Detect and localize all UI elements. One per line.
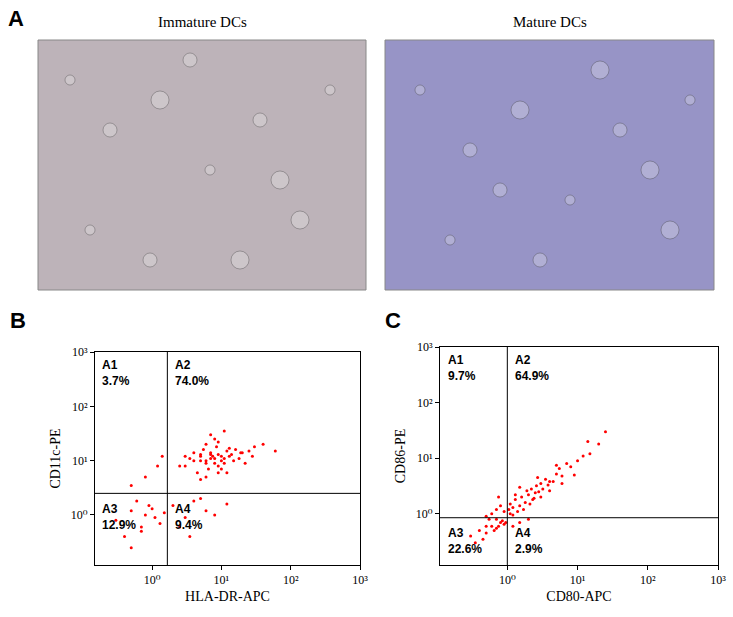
svg-text:CD80-APC: CD80-APC [546, 589, 611, 604]
svg-text:10²: 10² [72, 400, 88, 414]
svg-text:10¹: 10¹ [72, 454, 88, 468]
svg-text:10³: 10³ [352, 573, 368, 587]
svg-text:10³: 10³ [72, 345, 88, 359]
svg-text:A312.9%: A312.9% [102, 502, 136, 532]
svg-text:10¹: 10¹ [214, 573, 230, 587]
svg-text:A42.9%: A42.9% [515, 526, 543, 556]
svg-text:10²: 10² [640, 573, 656, 587]
svg-text:CD86-PE: CD86-PE [393, 429, 408, 483]
svg-text:HLA-DR-APC: HLA-DR-APC [185, 589, 270, 604]
svg-text:A264.9%: A264.9% [515, 353, 549, 383]
svg-text:10⁰: 10⁰ [416, 507, 433, 521]
svg-text:A13.7%: A13.7% [102, 358, 130, 388]
svg-text:B: B [10, 308, 26, 333]
svg-text:A322.6%: A322.6% [448, 526, 482, 556]
svg-text:A: A [8, 6, 24, 31]
svg-text:10¹: 10¹ [570, 573, 586, 587]
svg-text:10²: 10² [417, 396, 433, 410]
svg-text:10⁰: 10⁰ [144, 573, 161, 587]
svg-text:CD11c-PE: CD11c-PE [48, 428, 63, 488]
svg-text:10¹: 10¹ [417, 451, 433, 465]
svg-text:A49.4%: A49.4% [175, 502, 203, 532]
svg-text:A19.7%: A19.7% [448, 353, 476, 383]
svg-text:10²: 10² [283, 573, 299, 587]
svg-text:10⁰: 10⁰ [499, 573, 516, 587]
svg-text:A274.0%: A274.0% [175, 358, 209, 388]
svg-text:10³: 10³ [417, 340, 433, 354]
svg-text:Mature DCs: Mature DCs [513, 14, 587, 30]
svg-text:C: C [385, 308, 401, 333]
svg-text:10⁰: 10⁰ [71, 508, 88, 522]
svg-text:Immature DCs: Immature DCs [158, 14, 247, 30]
svg-text:10³: 10³ [710, 573, 726, 587]
